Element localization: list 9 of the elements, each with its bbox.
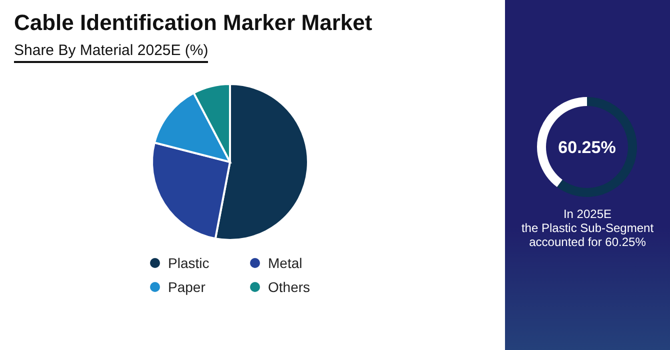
legend-label: Metal — [268, 255, 302, 271]
legend-label: Paper — [168, 279, 206, 295]
chart-title: Cable Identification Marker Market — [14, 10, 372, 36]
chart-subtitle: Share By Material 2025E (%) — [14, 42, 208, 63]
legend-label: Others — [268, 279, 310, 295]
legend-label: Plastic — [168, 255, 210, 271]
text: In 2025E the Plastic Sub-Segment accounted for 60.25% — [520, 207, 655, 249]
donut-slice — [556, 97, 637, 197]
data-label: 60.25% — [558, 138, 616, 158]
